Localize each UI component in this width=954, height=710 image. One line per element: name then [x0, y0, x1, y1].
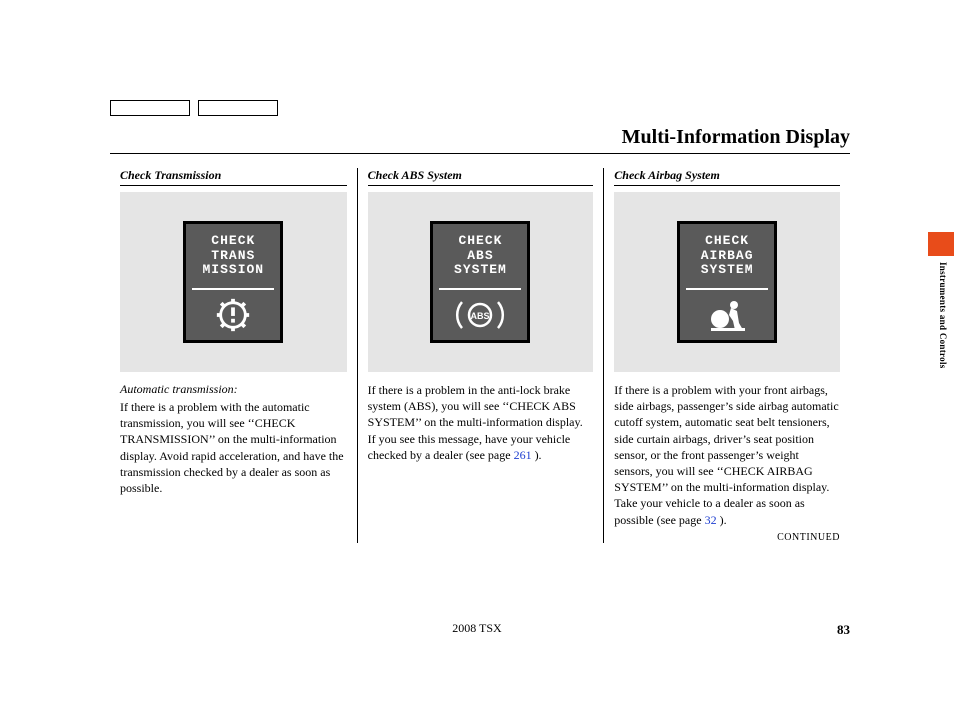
lcd-screen: CHECK TRANS MISSION	[183, 221, 283, 344]
lcd-screen: CHECK AIRBAG SYSTEM	[677, 221, 777, 344]
section-tab	[928, 232, 954, 256]
lcd-line: CHECK	[211, 233, 255, 248]
content-columns: Check Transmission CHECK TRANS MISSION	[110, 168, 850, 543]
display-illustration: CHECK TRANS MISSION	[120, 192, 347, 372]
lcd-line: AIRBAG	[701, 248, 754, 263]
display-illustration: CHECK ABS SYSTEM ABS	[368, 192, 594, 372]
airbag-icon	[680, 290, 774, 340]
body-text-span: If there is a problem with your front ai…	[614, 383, 838, 527]
lcd-message: CHECK AIRBAG SYSTEM	[680, 224, 774, 289]
section-heading: Check ABS System	[368, 168, 594, 186]
lcd-line: SYSTEM	[701, 262, 754, 277]
lcd-message: CHECK ABS SYSTEM	[433, 224, 527, 289]
lcd-line: ABS	[467, 248, 493, 263]
column-check-abs: Check ABS System CHECK ABS SYSTEM	[357, 168, 604, 543]
page-reference-link[interactable]: 261	[514, 448, 532, 462]
lcd-line: MISSION	[203, 262, 265, 277]
body-text-span: If there is a problem in the anti-lock b…	[368, 383, 583, 462]
svg-text:ABS: ABS	[471, 311, 490, 321]
display-illustration: CHECK AIRBAG SYSTEM	[614, 192, 840, 372]
lcd-line: TRANS	[211, 248, 255, 263]
gear-warning-icon	[186, 290, 280, 340]
column-check-airbag: Check Airbag System CHECK AIRBAG SYSTEM	[603, 168, 850, 543]
body-paragraph: If there is a problem with the automatic…	[120, 399, 347, 496]
placeholder-box	[110, 100, 190, 116]
lcd-message: CHECK TRANS MISSION	[186, 224, 280, 289]
body-text-span: ).	[532, 448, 542, 462]
header-placeholder-boxes	[110, 100, 850, 116]
body-paragraph: If there is a problem with your front ai…	[614, 382, 840, 528]
body-text-span: If there is a problem with the automatic…	[120, 400, 344, 495]
body-text-span: ).	[717, 513, 727, 527]
section-heading: Check Transmission	[120, 168, 347, 186]
section-heading: Check Airbag System	[614, 168, 840, 186]
continued-label: CONTINUED	[614, 532, 840, 543]
page-title: Multi-Information Display	[622, 126, 850, 149]
abs-icon: ABS	[433, 290, 527, 340]
section-side-label: Instruments and Controls	[938, 262, 948, 369]
footer-model-year: 2008 TSX	[0, 621, 954, 636]
lcd-line: SYSTEM	[454, 262, 507, 277]
placeholder-box	[198, 100, 278, 116]
lcd-screen: CHECK ABS SYSTEM ABS	[430, 221, 530, 344]
lcd-line: CHECK	[458, 233, 502, 248]
page-content: Multi-Information Display Check Transmis…	[110, 100, 850, 543]
body-paragraph: If there is a problem in the anti-lock b…	[368, 382, 594, 463]
page-header: Multi-Information Display	[110, 126, 850, 154]
lcd-line: CHECK	[705, 233, 749, 248]
footer-page-number: 83	[837, 622, 850, 638]
column-check-transmission: Check Transmission CHECK TRANS MISSION	[110, 168, 357, 543]
subsection-label: Automatic transmission:	[120, 382, 347, 397]
page-reference-link[interactable]: 32	[705, 513, 717, 527]
